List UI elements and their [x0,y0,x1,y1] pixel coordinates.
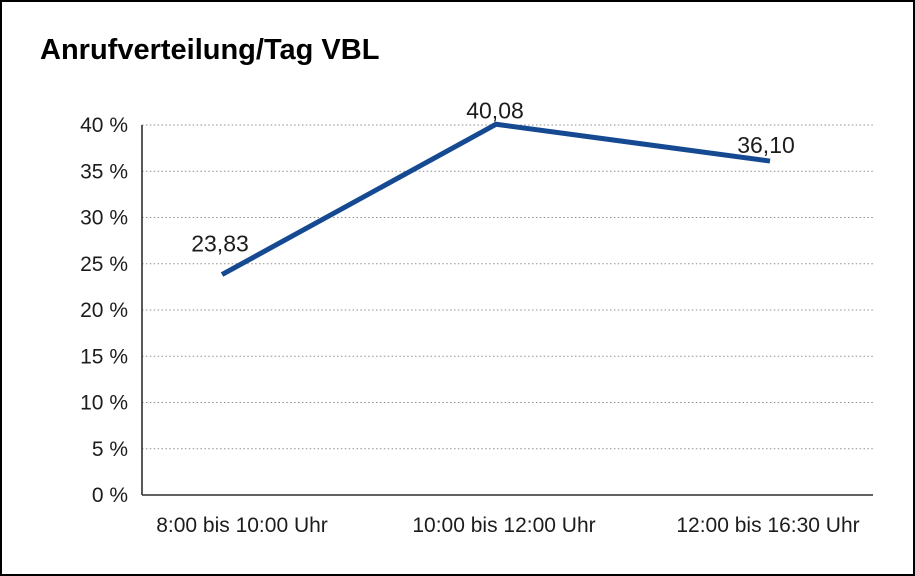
y-tick-label: 20 % [80,299,128,322]
x-category-label: 8:00 bis 10:00 Uhr [156,514,328,537]
x-category-label: 12:00 bis 16:30 Uhr [676,514,859,537]
series-line [220,121,771,277]
chart-title: Anrufverteilung/Tag VBL [40,34,380,66]
y-tick-label: 25 % [80,253,128,276]
y-tick-label: 5 % [92,438,128,461]
y-tick-label: 15 % [80,345,128,368]
y-tick-label: 10 % [80,392,128,415]
y-tick-label: 35 % [80,160,128,183]
data-point-label: 40,08 [466,97,524,123]
data-point-label: 36,10 [737,132,795,158]
data-point-label: 23,83 [191,231,249,257]
x-category-label: 10:00 bis 12:00 Uhr [412,514,595,537]
y-tick-label: 0 % [92,484,128,507]
y-tick-label: 40 % [80,114,128,137]
y-tick-label: 30 % [80,207,128,230]
